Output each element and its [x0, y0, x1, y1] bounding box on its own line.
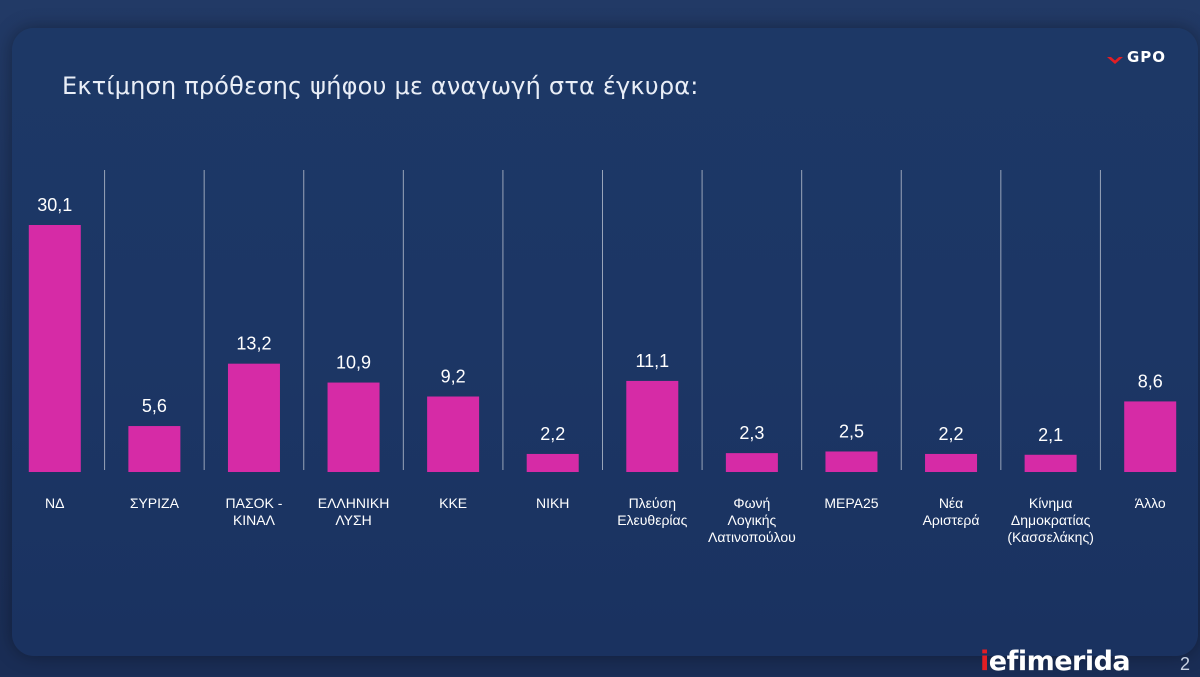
gpo-logo: GPO: [1106, 48, 1166, 66]
bar-2: [227, 363, 280, 472]
value-label-7: 2,3: [739, 423, 764, 443]
chart-title: Εκτίμηση πρόθεσης ψήφου με αναγωγή στα έ…: [62, 72, 699, 100]
bar-10: [1024, 454, 1077, 472]
bar-3: [327, 382, 380, 472]
gpo-logo-mark-icon: [1106, 52, 1124, 64]
category-label-9: Νέα Αριστερά: [923, 495, 980, 528]
category-label-1: ΣΥΡΙΖΑ: [130, 495, 180, 511]
grid-lines: [104, 170, 1101, 470]
bar-8: [825, 451, 878, 472]
value-label-0: 30,1: [37, 195, 72, 215]
category-label-8: ΜΕΡΑ25: [824, 495, 878, 511]
value-label-8: 2,5: [839, 421, 864, 441]
brand-rest: efimerida: [988, 646, 1131, 677]
bar-4: [427, 396, 480, 472]
category-label-7: Φωνή Λογικής Λατινοπούλου: [708, 495, 796, 545]
bar-6: [626, 380, 679, 472]
value-label-3: 10,9: [336, 353, 371, 373]
page-number: 2: [1180, 654, 1191, 674]
category-label-0: ΝΔ: [45, 495, 64, 511]
value-label-5: 2,2: [540, 424, 565, 444]
category-label-3: ΕΛΛΗΝΙΚΗ ΛΥΣΗ: [318, 495, 390, 528]
bars: [28, 225, 1177, 472]
brand-i: i: [980, 646, 989, 677]
category-label-6: Πλεύση Ελευθερίας: [617, 495, 687, 528]
value-label-1: 5,6: [142, 396, 167, 416]
value-label-6: 11,1: [635, 351, 669, 371]
bar-5: [526, 453, 579, 472]
category-label-4: ΚΚΕ: [439, 495, 467, 511]
bar-11: [1124, 401, 1177, 472]
bar-9: [925, 453, 978, 472]
bar-7: [725, 453, 778, 472]
value-label-9: 2,2: [939, 424, 964, 444]
gpo-logo-text: GPO: [1126, 48, 1166, 66]
category-label-2: ΠΑΣΟΚ -ΚΙΝΑΛ: [226, 495, 283, 528]
bar-1: [128, 426, 181, 472]
value-label-10: 2,1: [1038, 425, 1063, 445]
category-labels: ΝΔ ΣΥΡΙΖΑ ΠΑΣΟΚ -ΚΙΝΑΛ ΕΛΛΗΝΙΚΗ ΛΥΣΗ ΚΚΕ ΝΙΚΗ Π…: [45, 495, 1166, 545]
value-label-2: 13,2: [236, 334, 271, 354]
value-label-11: 8,6: [1138, 371, 1163, 391]
value-labels: 30,1 5,6 13,2 10,9 9,2 2,2 11,1 2,3 2,5 2,2 2,1 8,6: [37, 195, 1162, 445]
bar-0: [28, 225, 81, 472]
category-label-10: Κίνημα Δημοκρατίας (Κασσελάκης): [1007, 495, 1094, 545]
category-label-5: ΝΙΚΗ: [536, 495, 569, 511]
value-label-4: 9,2: [441, 367, 466, 387]
category-label-11: Άλλο: [1135, 495, 1166, 511]
iefimerida-brand: iefimerida: [980, 646, 1131, 677]
